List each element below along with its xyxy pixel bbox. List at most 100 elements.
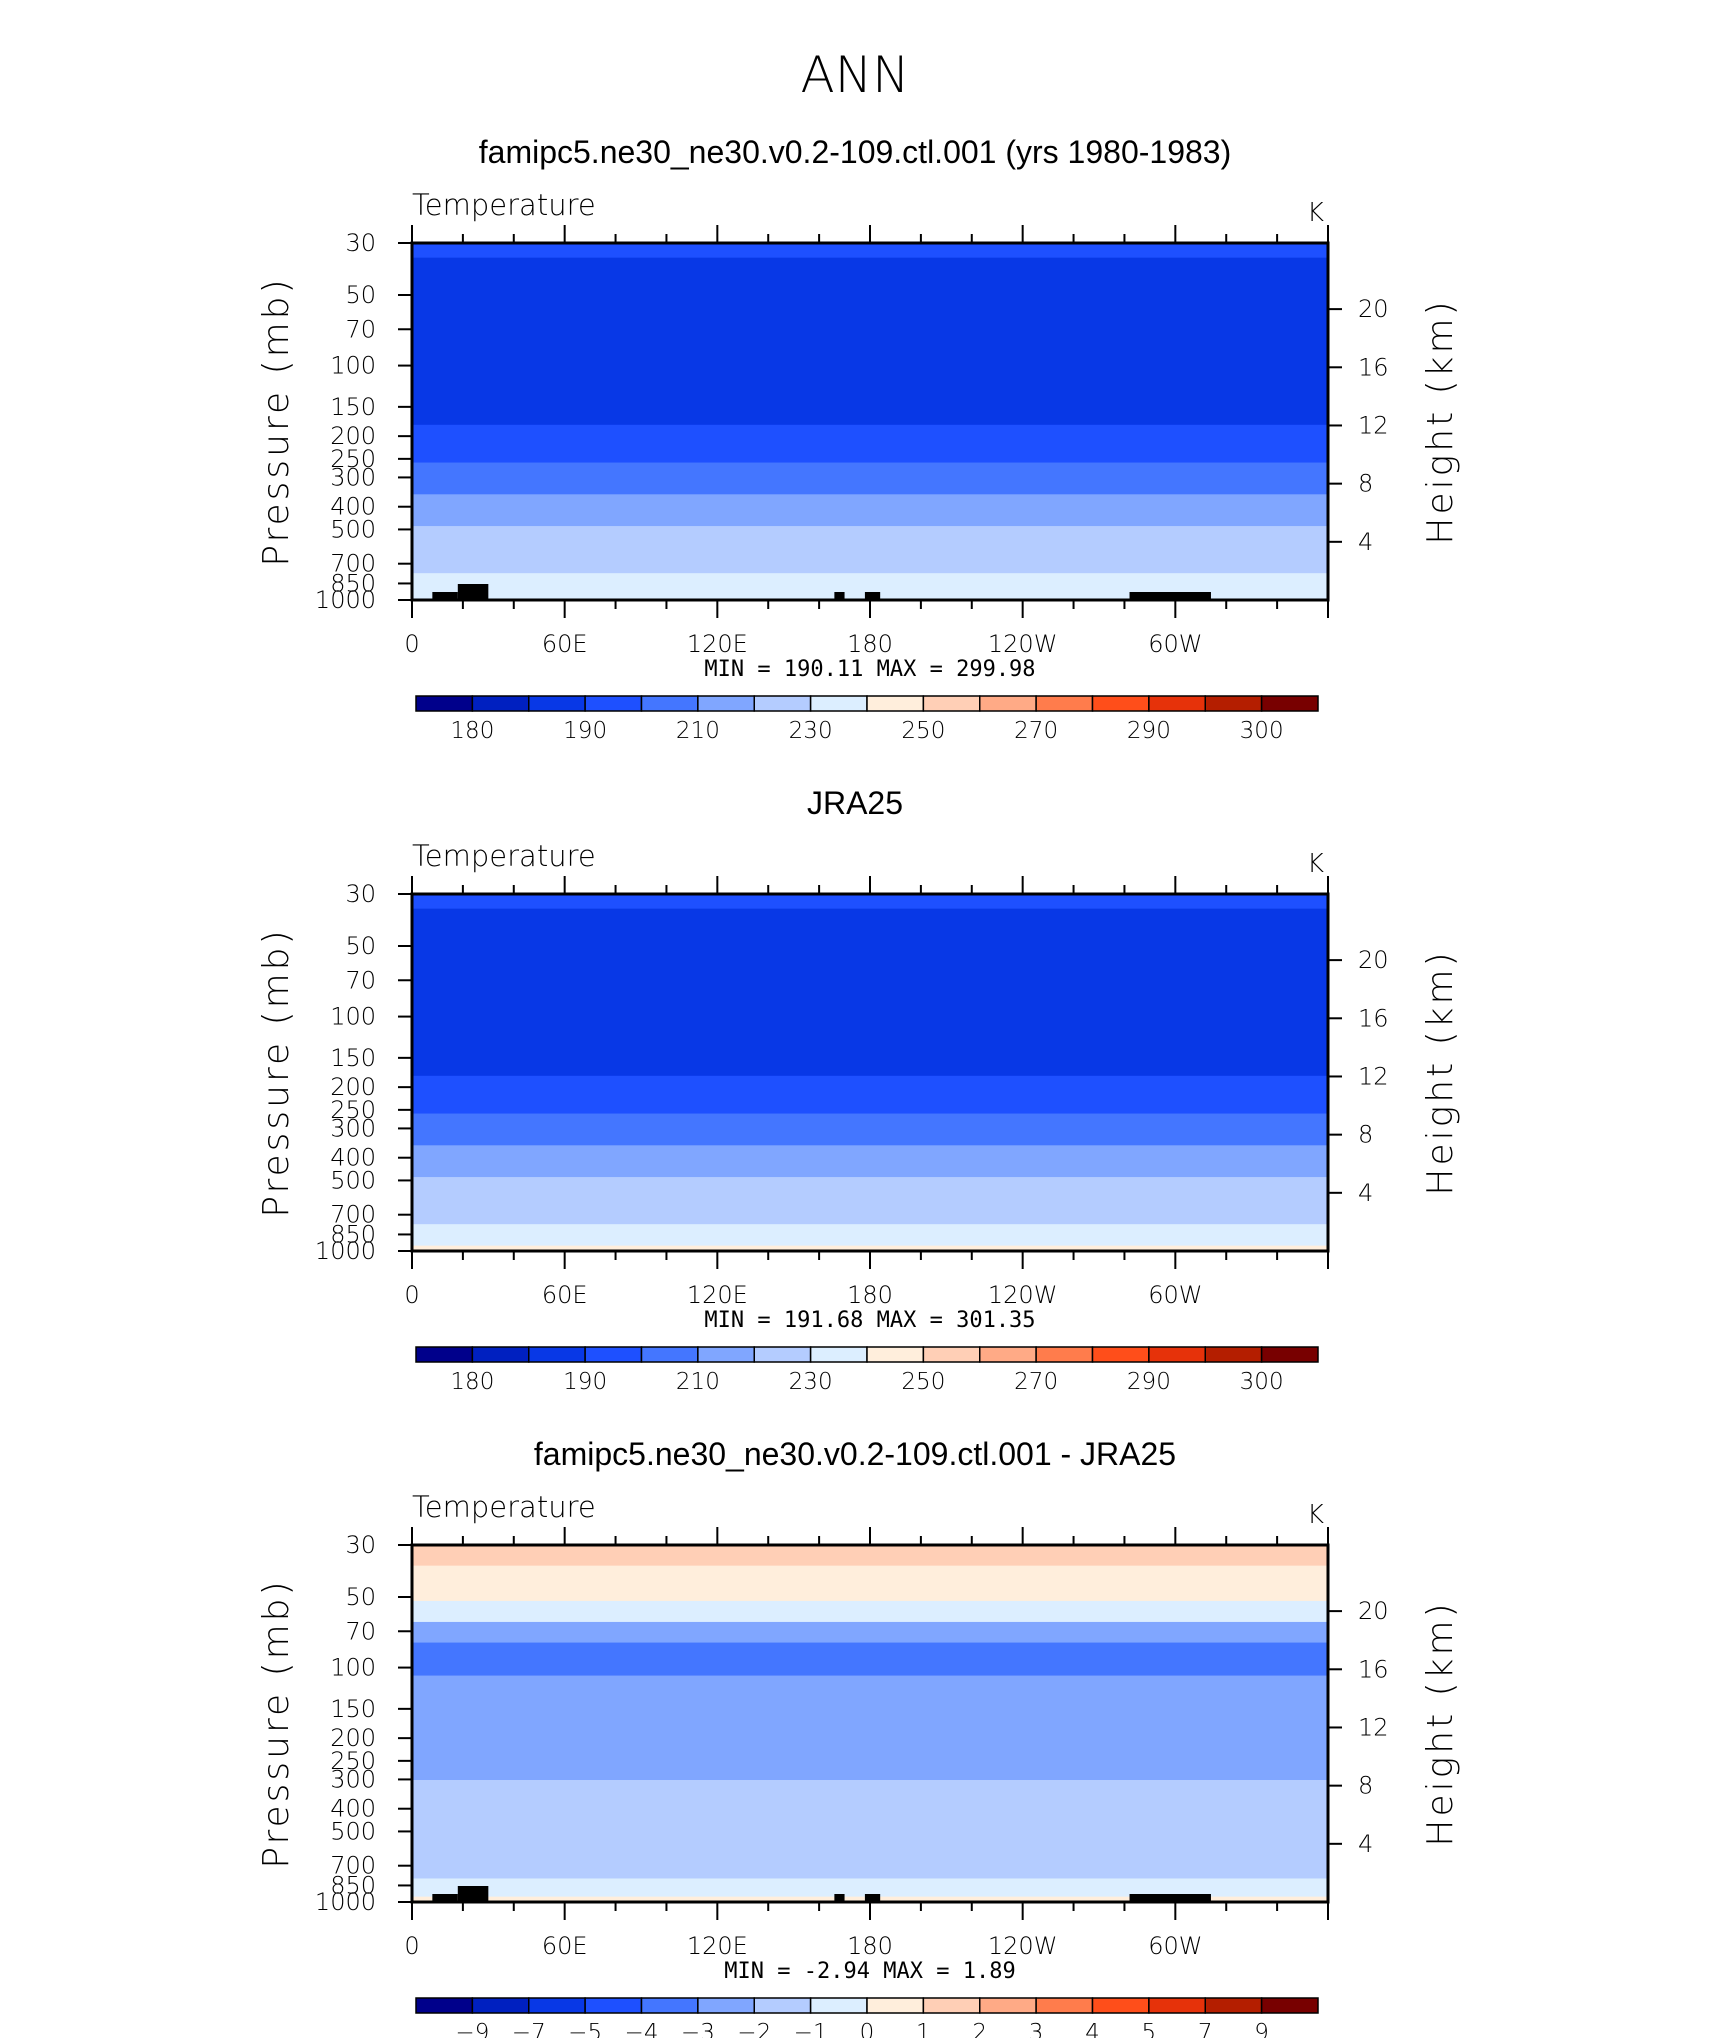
x-tick-label: 60W	[1148, 1281, 1202, 1309]
colorbar-tick-label: 180	[450, 1369, 494, 1395]
y-tick-label: 150	[330, 1695, 376, 1723]
x-tick-label: 60E	[542, 630, 588, 658]
contour-band	[412, 943, 1328, 983]
y-tick-label: 30	[345, 880, 376, 908]
x-tick-label: 60W	[1148, 1932, 1202, 1960]
x-tick-label: 60E	[542, 1281, 588, 1309]
contour-band	[412, 558, 1328, 574]
contour-bands	[412, 243, 1328, 600]
figure-title: ANN	[800, 46, 909, 104]
contour-band	[412, 1245, 1328, 1251]
y-tick-label: 700	[330, 1852, 376, 1880]
contour-band	[412, 1029, 1328, 1055]
y-right-axis-label: Height (km)	[1420, 298, 1461, 544]
colorbar-box	[415, 1346, 474, 1363]
panels-group: famipc5.ne30_ne30.v0.2-109.ctl.001 (yrs …	[256, 134, 1461, 2038]
colorbar-tick-label: −9	[455, 2020, 489, 2038]
colorbar-tick-label: 0	[860, 2020, 875, 2038]
colorbar-box	[528, 695, 586, 712]
y-right-tick-label: 16	[1358, 353, 1389, 381]
y-right-tick-label: 20	[1358, 946, 1389, 974]
x-tick-label: 120W	[988, 1281, 1058, 1309]
y-tick-label: 200	[330, 1073, 376, 1101]
colorbar-box	[1204, 1997, 1263, 2014]
colorbar-box	[528, 1997, 586, 2014]
x-tick-label: 120E	[687, 630, 748, 658]
colorbar-box	[640, 695, 699, 712]
colorbar-tick-label: 290	[1127, 1369, 1171, 1395]
contour-band	[412, 1161, 1328, 1178]
y-tick-label: 100	[330, 1654, 376, 1682]
contour-band	[412, 510, 1328, 527]
contour-band	[412, 1779, 1328, 1880]
colorbar-tick-label: 190	[563, 718, 607, 744]
y-right-tick-label: 20	[1358, 295, 1389, 323]
y-right-tick-label: 8	[1358, 470, 1373, 498]
colorbar-box	[697, 1997, 755, 2014]
y-tick-label: 400	[330, 1144, 376, 1172]
contour-band	[412, 1075, 1328, 1098]
y-tick-label: 30	[345, 1531, 376, 1559]
colorbar-tick-label: 1	[916, 2020, 931, 2038]
colorbar-box	[753, 1346, 812, 1363]
colorbar-box	[415, 695, 474, 712]
y-tick-label: 700	[330, 1201, 376, 1229]
colorbar-tick-label: 300	[1240, 1369, 1284, 1395]
y-tick-label: 70	[345, 315, 376, 343]
topography-block	[432, 1894, 458, 1902]
y-right-tick-label: 4	[1358, 528, 1373, 556]
colorbar-tick-label: 2	[972, 2020, 987, 2038]
colorbar-box	[866, 1997, 925, 2014]
colorbar-tick-label: 270	[1014, 1369, 1058, 1395]
colorbar-box	[640, 1997, 699, 2014]
contour-band	[412, 424, 1328, 447]
colorbar-tick-label: −2	[737, 2020, 771, 2038]
y-tick-label: 1000	[315, 1888, 376, 1916]
colorbar-box	[584, 1346, 643, 1363]
contour-bands	[412, 1545, 1328, 1902]
y-tick-label: 500	[330, 1166, 376, 1194]
units-label: K	[1307, 849, 1324, 879]
colorbar-tick-label: 4	[1085, 2020, 1100, 2038]
colorbar-box	[697, 695, 755, 712]
x-tick-label: 120W	[988, 630, 1058, 658]
colorbar-box	[1091, 1346, 1150, 1363]
contour-band	[412, 402, 1328, 426]
y-tick-label: 850	[330, 569, 376, 597]
colorbar-tick-label: 180	[450, 718, 494, 744]
y-tick-label: 50	[345, 932, 376, 960]
y-right-tick-label: 4	[1358, 1179, 1373, 1207]
contour-band	[412, 1545, 1328, 1567]
contour-band	[412, 1235, 1328, 1247]
contour-band	[412, 462, 1328, 480]
contour-band	[412, 1675, 1328, 1781]
topography-block	[432, 592, 458, 600]
colorbar-box	[753, 1997, 812, 2014]
colorbar-box	[415, 1997, 474, 2014]
variable-label: Temperature	[412, 188, 596, 222]
x-tick-label: 180	[847, 630, 893, 658]
y-tick-label: 70	[345, 1617, 376, 1645]
colorbar-tick-label: 210	[676, 718, 720, 744]
y-tick-label: 100	[330, 1003, 376, 1031]
colorbar-box	[809, 695, 868, 712]
x-tick-label: 120E	[687, 1932, 748, 1960]
variable-label: Temperature	[412, 1490, 596, 1524]
y-tick-label: 150	[330, 393, 376, 421]
colorbar-box	[866, 695, 925, 712]
y-right-tick-label: 20	[1358, 1597, 1389, 1625]
topography-block	[834, 1894, 845, 1902]
y-right-tick-label: 12	[1358, 1713, 1389, 1741]
y-tick-label: 850	[330, 1871, 376, 1899]
colorbar-tick-label: 3	[1029, 2020, 1044, 2038]
contour-band	[412, 908, 1328, 945]
contour-band	[412, 542, 1328, 560]
panel-difference: famipc5.ne30_ne30.v0.2-109.ctl.001 - JRA…	[256, 1436, 1461, 2038]
colorbar-box	[584, 1997, 643, 2014]
contour-band	[412, 1096, 1328, 1115]
y-tick-label: 500	[330, 515, 376, 543]
y-tick-label: 300	[330, 1765, 376, 1793]
colorbar-box	[1204, 1346, 1263, 1363]
x-tick-label: 120W	[988, 1932, 1058, 1960]
